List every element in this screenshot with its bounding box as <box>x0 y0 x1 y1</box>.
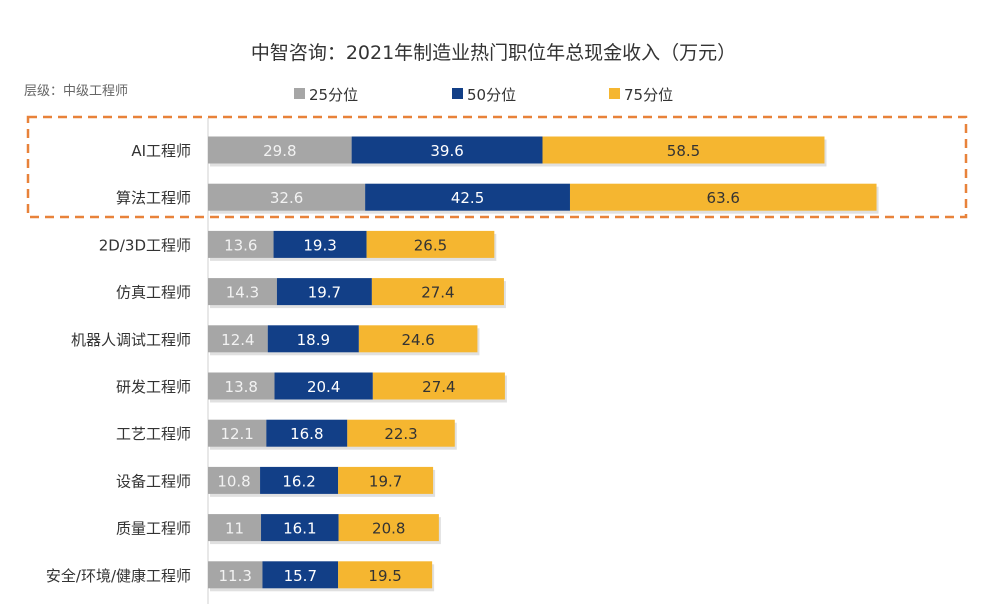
data-label: 11 <box>225 520 244 538</box>
bar-segment-p25 <box>208 136 352 164</box>
bar-segment-p25 <box>208 514 262 542</box>
legend-label-p75: 75分位 <box>624 86 674 104</box>
bar-segment-p25 <box>208 183 366 211</box>
legend-item-p50: 50分位 <box>452 86 516 104</box>
data-label: 39.6 <box>430 142 463 160</box>
data-label: 13.6 <box>224 236 257 254</box>
category-label: 研发工程师 <box>116 378 191 396</box>
bar-segment-p75 <box>371 278 504 306</box>
data-label: 32.6 <box>270 189 303 207</box>
bar-segment-p75 <box>542 136 825 164</box>
legend-swatch-p75 <box>609 88 620 99</box>
data-label: 20.8 <box>372 520 405 538</box>
legend-swatch-p50 <box>452 88 463 99</box>
bar-segment-p50 <box>274 372 373 400</box>
bar-segment-p50 <box>276 278 372 306</box>
bar-segment-p25 <box>208 466 261 494</box>
data-label: 22.3 <box>384 425 417 443</box>
data-label: 12.1 <box>220 425 253 443</box>
bar-segment-p25 <box>208 230 274 258</box>
bar-segment-p25 <box>208 278 277 306</box>
category-label: 工艺工程师 <box>116 425 191 443</box>
data-label: 19.5 <box>368 567 401 585</box>
bar-segment-p50 <box>261 514 339 542</box>
category-label: 安全/环境/健康工程师 <box>46 567 191 585</box>
data-label: 18.9 <box>297 331 330 349</box>
data-label: 16.2 <box>282 472 315 490</box>
data-label: 13.8 <box>225 378 258 396</box>
chart-subtitle: 层级：中级工程师 <box>24 84 129 99</box>
data-label: 42.5 <box>451 189 484 207</box>
data-label: 19.3 <box>303 236 336 254</box>
category-label: 仿真工程师 <box>116 284 191 302</box>
bar-segment-p75 <box>372 372 505 400</box>
bar-segment-p75 <box>358 325 478 353</box>
bar-segment-p25 <box>208 325 268 353</box>
data-label: 29.8 <box>263 142 296 160</box>
legend-swatch-p25 <box>294 88 305 99</box>
bar-segment-p25 <box>208 561 263 589</box>
category-label: AI工程师 <box>131 142 191 160</box>
data-label: 19.7 <box>308 284 341 302</box>
legend-item-p25: 25分位 <box>294 86 358 104</box>
data-label: 16.1 <box>283 520 316 538</box>
bar-segment-p50 <box>267 325 359 353</box>
data-label: 16.8 <box>290 425 323 443</box>
data-label: 12.4 <box>221 331 254 349</box>
data-label: 63.6 <box>707 189 740 207</box>
bar-segment-p75 <box>569 183 877 211</box>
data-label: 14.3 <box>226 284 259 302</box>
bar-segment-p75 <box>347 419 455 447</box>
data-label: 26.5 <box>414 236 447 254</box>
category-label: 机器人调试工程师 <box>71 331 191 349</box>
bar-segment-p25 <box>208 419 267 447</box>
bar-segment-p50 <box>260 466 339 494</box>
bar-segment-p50 <box>365 183 570 211</box>
category-label: 设备工程师 <box>116 472 191 490</box>
data-label: 11.3 <box>219 567 252 585</box>
legend-label-p25: 25分位 <box>309 86 359 104</box>
bar-segment-p50 <box>262 561 339 589</box>
data-label: 27.4 <box>421 284 454 302</box>
category-label: 算法工程师 <box>116 189 191 207</box>
bar-segment-p75 <box>338 466 434 494</box>
chart-title: 中智咨询：2021年制造业热门职位年总现金收入（万元） <box>250 42 737 64</box>
category-label: 质量工程师 <box>116 520 191 538</box>
bar-segment-p75 <box>366 230 495 258</box>
data-label: 10.8 <box>217 472 250 490</box>
bar-segment-p50 <box>351 136 543 164</box>
bar-segment-p25 <box>208 372 275 400</box>
data-label: 15.7 <box>284 567 317 585</box>
data-label: 27.4 <box>422 378 455 396</box>
legend-item-p75: 75分位 <box>609 86 673 104</box>
legend-label-p50: 50分位 <box>467 86 517 104</box>
bar-segment-p75 <box>338 514 439 542</box>
data-label: 58.5 <box>667 142 700 160</box>
bar-segment-p75 <box>338 561 433 589</box>
bar-segment-p50 <box>273 230 367 258</box>
data-label: 19.7 <box>369 472 402 490</box>
highlight-box <box>26 115 968 219</box>
bar-segment-p50 <box>266 419 348 447</box>
data-label: 24.6 <box>401 331 434 349</box>
category-label: 2D/3D工程师 <box>99 236 191 254</box>
data-label: 20.4 <box>307 378 340 396</box>
